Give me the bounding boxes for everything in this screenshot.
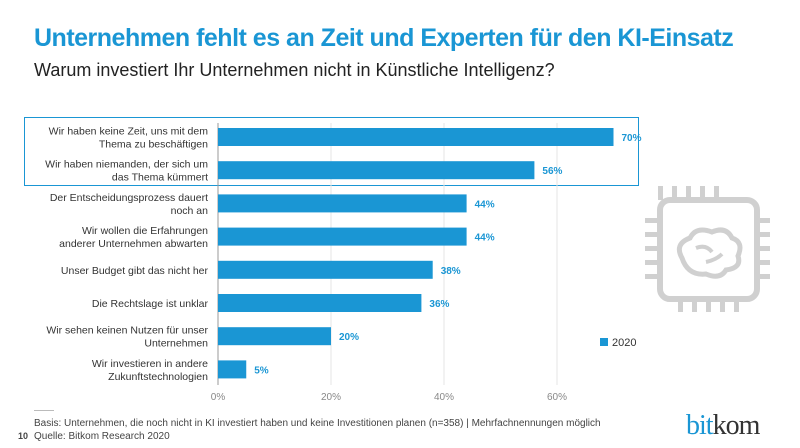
bar <box>218 128 614 146</box>
x-tick-label: 20% <box>321 392 341 403</box>
category-label: Wir haben keine Zeit, uns mit dem <box>49 126 209 138</box>
data-label: 70% <box>622 133 642 144</box>
data-label: 38% <box>441 266 461 277</box>
category-label: noch an <box>171 205 209 217</box>
category-label: Wir sehen keinen Nutzen für unser <box>46 325 208 337</box>
data-label: 36% <box>429 299 449 310</box>
data-label: 56% <box>542 166 562 177</box>
bar <box>218 327 331 346</box>
page-subtitle: Warum investiert Ihr Unternehmen nicht i… <box>34 60 555 80</box>
footer-rule <box>34 410 54 411</box>
data-label: 20% <box>339 332 359 343</box>
data-label: 44% <box>475 233 495 244</box>
data-label: 5% <box>254 365 269 376</box>
legend-label: 2020 <box>612 337 636 349</box>
bar <box>218 360 247 379</box>
legend-swatch <box>600 338 608 346</box>
category-label: Zukunftstechnologien <box>108 371 208 383</box>
bar <box>218 294 422 312</box>
bar <box>218 260 433 279</box>
category-label: Die Rechtslage ist unklar <box>92 298 209 310</box>
bitkom-logo: bitkom <box>686 410 761 442</box>
category-label: das Thema kümmert <box>112 172 208 184</box>
category-label: Wir investieren in andere <box>92 358 208 370</box>
category-label: anderer Unternehmen abwarten <box>59 238 208 250</box>
bar <box>218 161 535 180</box>
footer-source: Quelle: Bitkom Research 2020 <box>34 431 170 442</box>
category-label: Wir haben niemanden, der sich um <box>45 159 208 171</box>
category-label: Unternehmen <box>144 338 208 350</box>
category-label: Der Entscheidungsprozess dauert <box>50 192 208 204</box>
footer-basis: Basis: Unternehmen, die noch nicht in KI… <box>34 418 601 429</box>
page-number: 10 <box>18 431 29 441</box>
category-label: Wir wollen die Erfahrungen <box>82 225 208 237</box>
bar <box>218 194 467 213</box>
page-title: Unternehmen fehlt es an Zeit und Experte… <box>34 24 734 52</box>
logo-bit: bit <box>686 410 714 441</box>
logo-kom: kom <box>712 410 761 441</box>
category-label: Unser Budget gibt das nicht her <box>61 265 209 277</box>
data-label: 44% <box>475 199 495 210</box>
x-tick-label: 40% <box>434 392 454 403</box>
x-tick-label: 60% <box>547 392 567 403</box>
bar <box>218 227 467 246</box>
category-label: Thema zu beschäftigen <box>99 139 208 151</box>
x-tick-label: 0% <box>211 392 226 403</box>
